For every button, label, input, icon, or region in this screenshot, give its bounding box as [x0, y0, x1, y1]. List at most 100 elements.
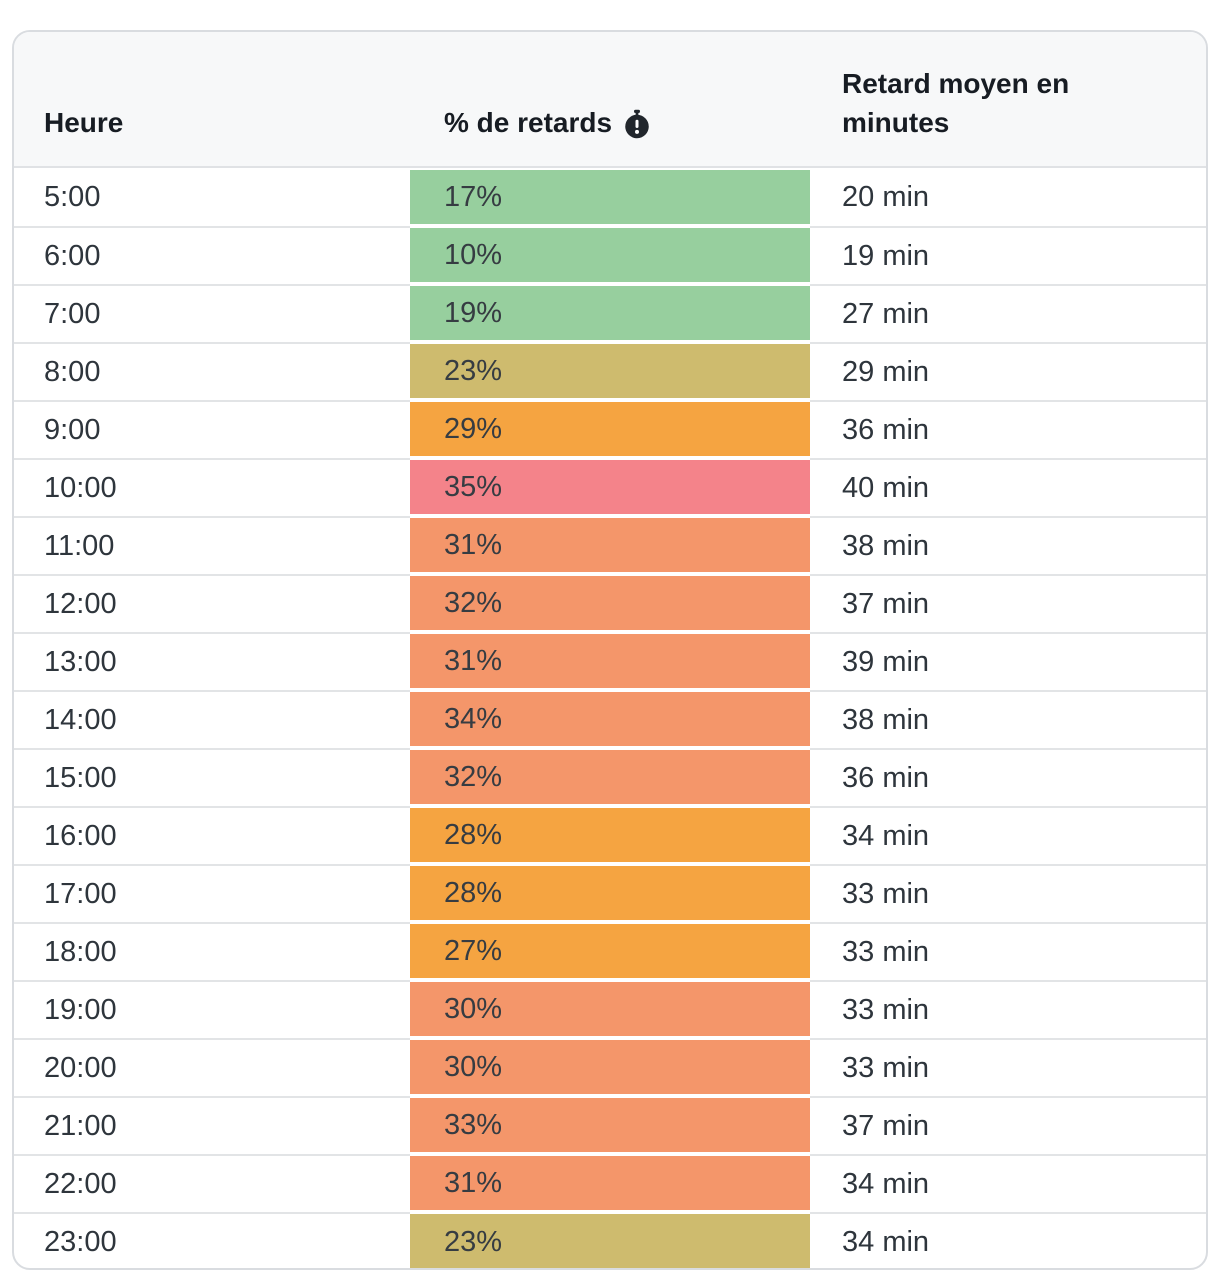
delay-value: 36 min — [842, 761, 930, 794]
hour-value: 7:00 — [44, 297, 101, 330]
delay-cell: 37 min — [810, 1096, 1206, 1154]
delay-value: 39 min — [842, 645, 930, 678]
column-header-heure: Heure — [44, 107, 124, 138]
delay-cell: 20 min — [810, 168, 1206, 226]
hour-cell: 10:00 — [14, 458, 410, 516]
delay-value: 33 min — [842, 877, 930, 910]
percent-value: 30% — [444, 992, 503, 1025]
percent-value: 31% — [444, 528, 503, 561]
percent-value: 27% — [444, 934, 503, 967]
percent-value: 34% — [444, 702, 503, 735]
percent-cell: 34% — [410, 690, 810, 748]
hour-value: 23:00 — [44, 1225, 117, 1258]
percent-value: 30% — [444, 1050, 503, 1083]
hour-value: 20:00 — [44, 1051, 117, 1084]
delay-value: 38 min — [842, 703, 930, 736]
table-row: 21:00 33% 37 min — [14, 1096, 1206, 1154]
table-row: 22:00 31% 34 min — [14, 1154, 1206, 1212]
hour-value: 6:00 — [44, 239, 101, 272]
table-row: 6:00 10% 19 min — [14, 226, 1206, 284]
delay-cell: 38 min — [810, 516, 1206, 574]
table-row: 17:00 28% 33 min — [14, 864, 1206, 922]
percent-cell: 31% — [410, 1154, 810, 1212]
percent-cell: 29% — [410, 400, 810, 458]
delay-value: 29 min — [842, 355, 930, 388]
percent-badge: 28% — [410, 808, 810, 862]
percent-badge: 31% — [410, 518, 810, 572]
hour-cell: 19:00 — [14, 980, 410, 1038]
percent-badge: 30% — [410, 982, 810, 1036]
hour-cell: 22:00 — [14, 1154, 410, 1212]
hour-value: 11:00 — [44, 529, 115, 562]
percent-value: 29% — [444, 412, 503, 445]
percent-cell: 35% — [410, 458, 810, 516]
percent-value: 33% — [444, 1108, 503, 1141]
percent-cell: 30% — [410, 980, 810, 1038]
percent-cell: 17% — [410, 168, 810, 226]
stopwatch-alert-icon[interactable] — [622, 109, 652, 139]
hour-cell: 18:00 — [14, 922, 410, 980]
table-header: Heure % de retards Retard moyen en minut… — [14, 32, 1206, 168]
table-row: 13:00 31% 39 min — [14, 632, 1206, 690]
delay-cell: 40 min — [810, 458, 1206, 516]
table-body: 5:00 17% 20 min 6:00 10% 19 min 7:00 — [14, 168, 1206, 1268]
delay-value: 34 min — [842, 1225, 930, 1258]
delay-value: 34 min — [842, 819, 930, 852]
hour-value: 14:00 — [44, 703, 117, 736]
delay-cell: 34 min — [810, 806, 1206, 864]
hour-cell: 16:00 — [14, 806, 410, 864]
hour-cell: 6:00 — [14, 226, 410, 284]
hour-value: 16:00 — [44, 819, 117, 852]
hour-cell: 7:00 — [14, 284, 410, 342]
percent-value: 23% — [444, 1225, 503, 1258]
percent-badge: 19% — [410, 286, 810, 340]
delay-cell: 39 min — [810, 632, 1206, 690]
percent-value: 32% — [444, 586, 503, 619]
percent-badge: 10% — [410, 228, 810, 282]
delay-cell: 27 min — [810, 284, 1206, 342]
percent-cell: 23% — [410, 342, 810, 400]
delay-value: 34 min — [842, 1167, 930, 1200]
hour-cell: 5:00 — [14, 168, 410, 226]
percent-value: 10% — [444, 238, 503, 271]
percent-cell: 23% — [410, 1212, 810, 1268]
delay-value: 33 min — [842, 935, 930, 968]
table-row: 9:00 29% 36 min — [14, 400, 1206, 458]
delay-cell: 34 min — [810, 1212, 1206, 1268]
percent-badge: 34% — [410, 692, 810, 746]
table-row: 12:00 32% 37 min — [14, 574, 1206, 632]
table-row: 19:00 30% 33 min — [14, 980, 1206, 1038]
percent-value: 32% — [444, 760, 503, 793]
percent-cell: 19% — [410, 284, 810, 342]
table-row: 14:00 34% 38 min — [14, 690, 1206, 748]
percent-value: 28% — [444, 876, 503, 909]
percent-cell: 10% — [410, 226, 810, 284]
percent-badge: 27% — [410, 924, 810, 978]
hour-cell: 21:00 — [14, 1096, 410, 1154]
table-row: 23:00 23% 34 min — [14, 1212, 1206, 1268]
delay-value: 40 min — [842, 471, 930, 504]
hour-cell: 15:00 — [14, 748, 410, 806]
percent-cell: 32% — [410, 748, 810, 806]
delay-value: 20 min — [842, 180, 930, 213]
delay-value: 33 min — [842, 1051, 930, 1084]
percent-badge: 31% — [410, 634, 810, 688]
percent-cell: 32% — [410, 574, 810, 632]
percent-badge: 23% — [410, 344, 810, 398]
delay-value: 37 min — [842, 587, 930, 620]
table-row: 20:00 30% 33 min — [14, 1038, 1206, 1096]
percent-cell: 31% — [410, 516, 810, 574]
table-row: 15:00 32% 36 min — [14, 748, 1206, 806]
table-row: 5:00 17% 20 min — [14, 168, 1206, 226]
delay-cell: 33 min — [810, 980, 1206, 1038]
delay-cell: 36 min — [810, 748, 1206, 806]
table-row: 18:00 27% 33 min — [14, 922, 1206, 980]
percent-badge: 35% — [410, 460, 810, 514]
hour-value: 17:00 — [44, 877, 117, 910]
table-row: 16:00 28% 34 min — [14, 806, 1206, 864]
percent-cell: 33% — [410, 1096, 810, 1154]
percent-badge: 31% — [410, 1156, 810, 1210]
delay-cell: 33 min — [810, 864, 1206, 922]
hour-cell: 11:00 — [14, 516, 410, 574]
delay-value: 38 min — [842, 529, 930, 562]
